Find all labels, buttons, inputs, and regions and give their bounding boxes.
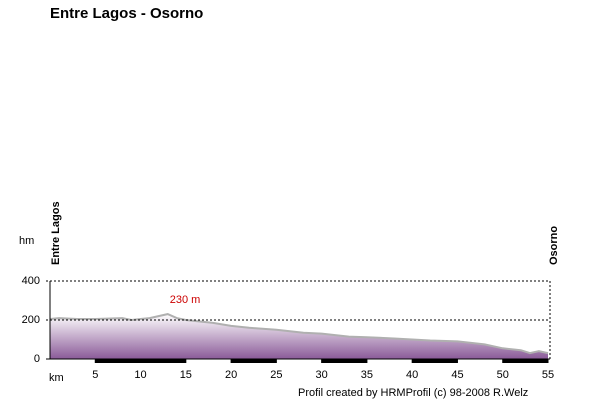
x-tick-label: 35 [361,369,373,381]
chart-title: Entre Lagos - Osorno [50,5,203,22]
y-axis-label: hm [19,235,34,247]
scale-bar [95,359,141,363]
x-tick-label: 20 [225,369,237,381]
area [50,314,548,359]
y-tick-label: 400 [22,275,40,287]
x-tick-label: 25 [270,369,282,381]
profile-line [49,313,549,355]
x-tick-label: 15 [180,369,192,381]
scale-bar [140,359,186,363]
annotation: 230 m [170,294,201,306]
x-tick-label: 55 [542,369,554,381]
x-tick-label: 5 [92,369,98,381]
x-tick-label: 10 [134,369,146,381]
x-axis-label: km [49,372,64,384]
scale-bar [412,359,458,363]
footer: Profil created by HRMProfil (c) 98-2008 … [298,387,528,399]
start-label: Entre Lagos [50,201,62,265]
x-tick-label: 45 [451,369,463,381]
x-tick-label: 40 [406,369,418,381]
end-label: Osorno [548,226,560,265]
scale-bar [321,359,367,363]
x-tick-label: 30 [316,369,328,381]
y-tick-label: 0 [34,353,40,365]
y-tick-label: 200 [22,314,40,326]
scale-bar [231,359,277,363]
x-tick-label: 50 [497,369,509,381]
scale-bar [502,359,548,363]
